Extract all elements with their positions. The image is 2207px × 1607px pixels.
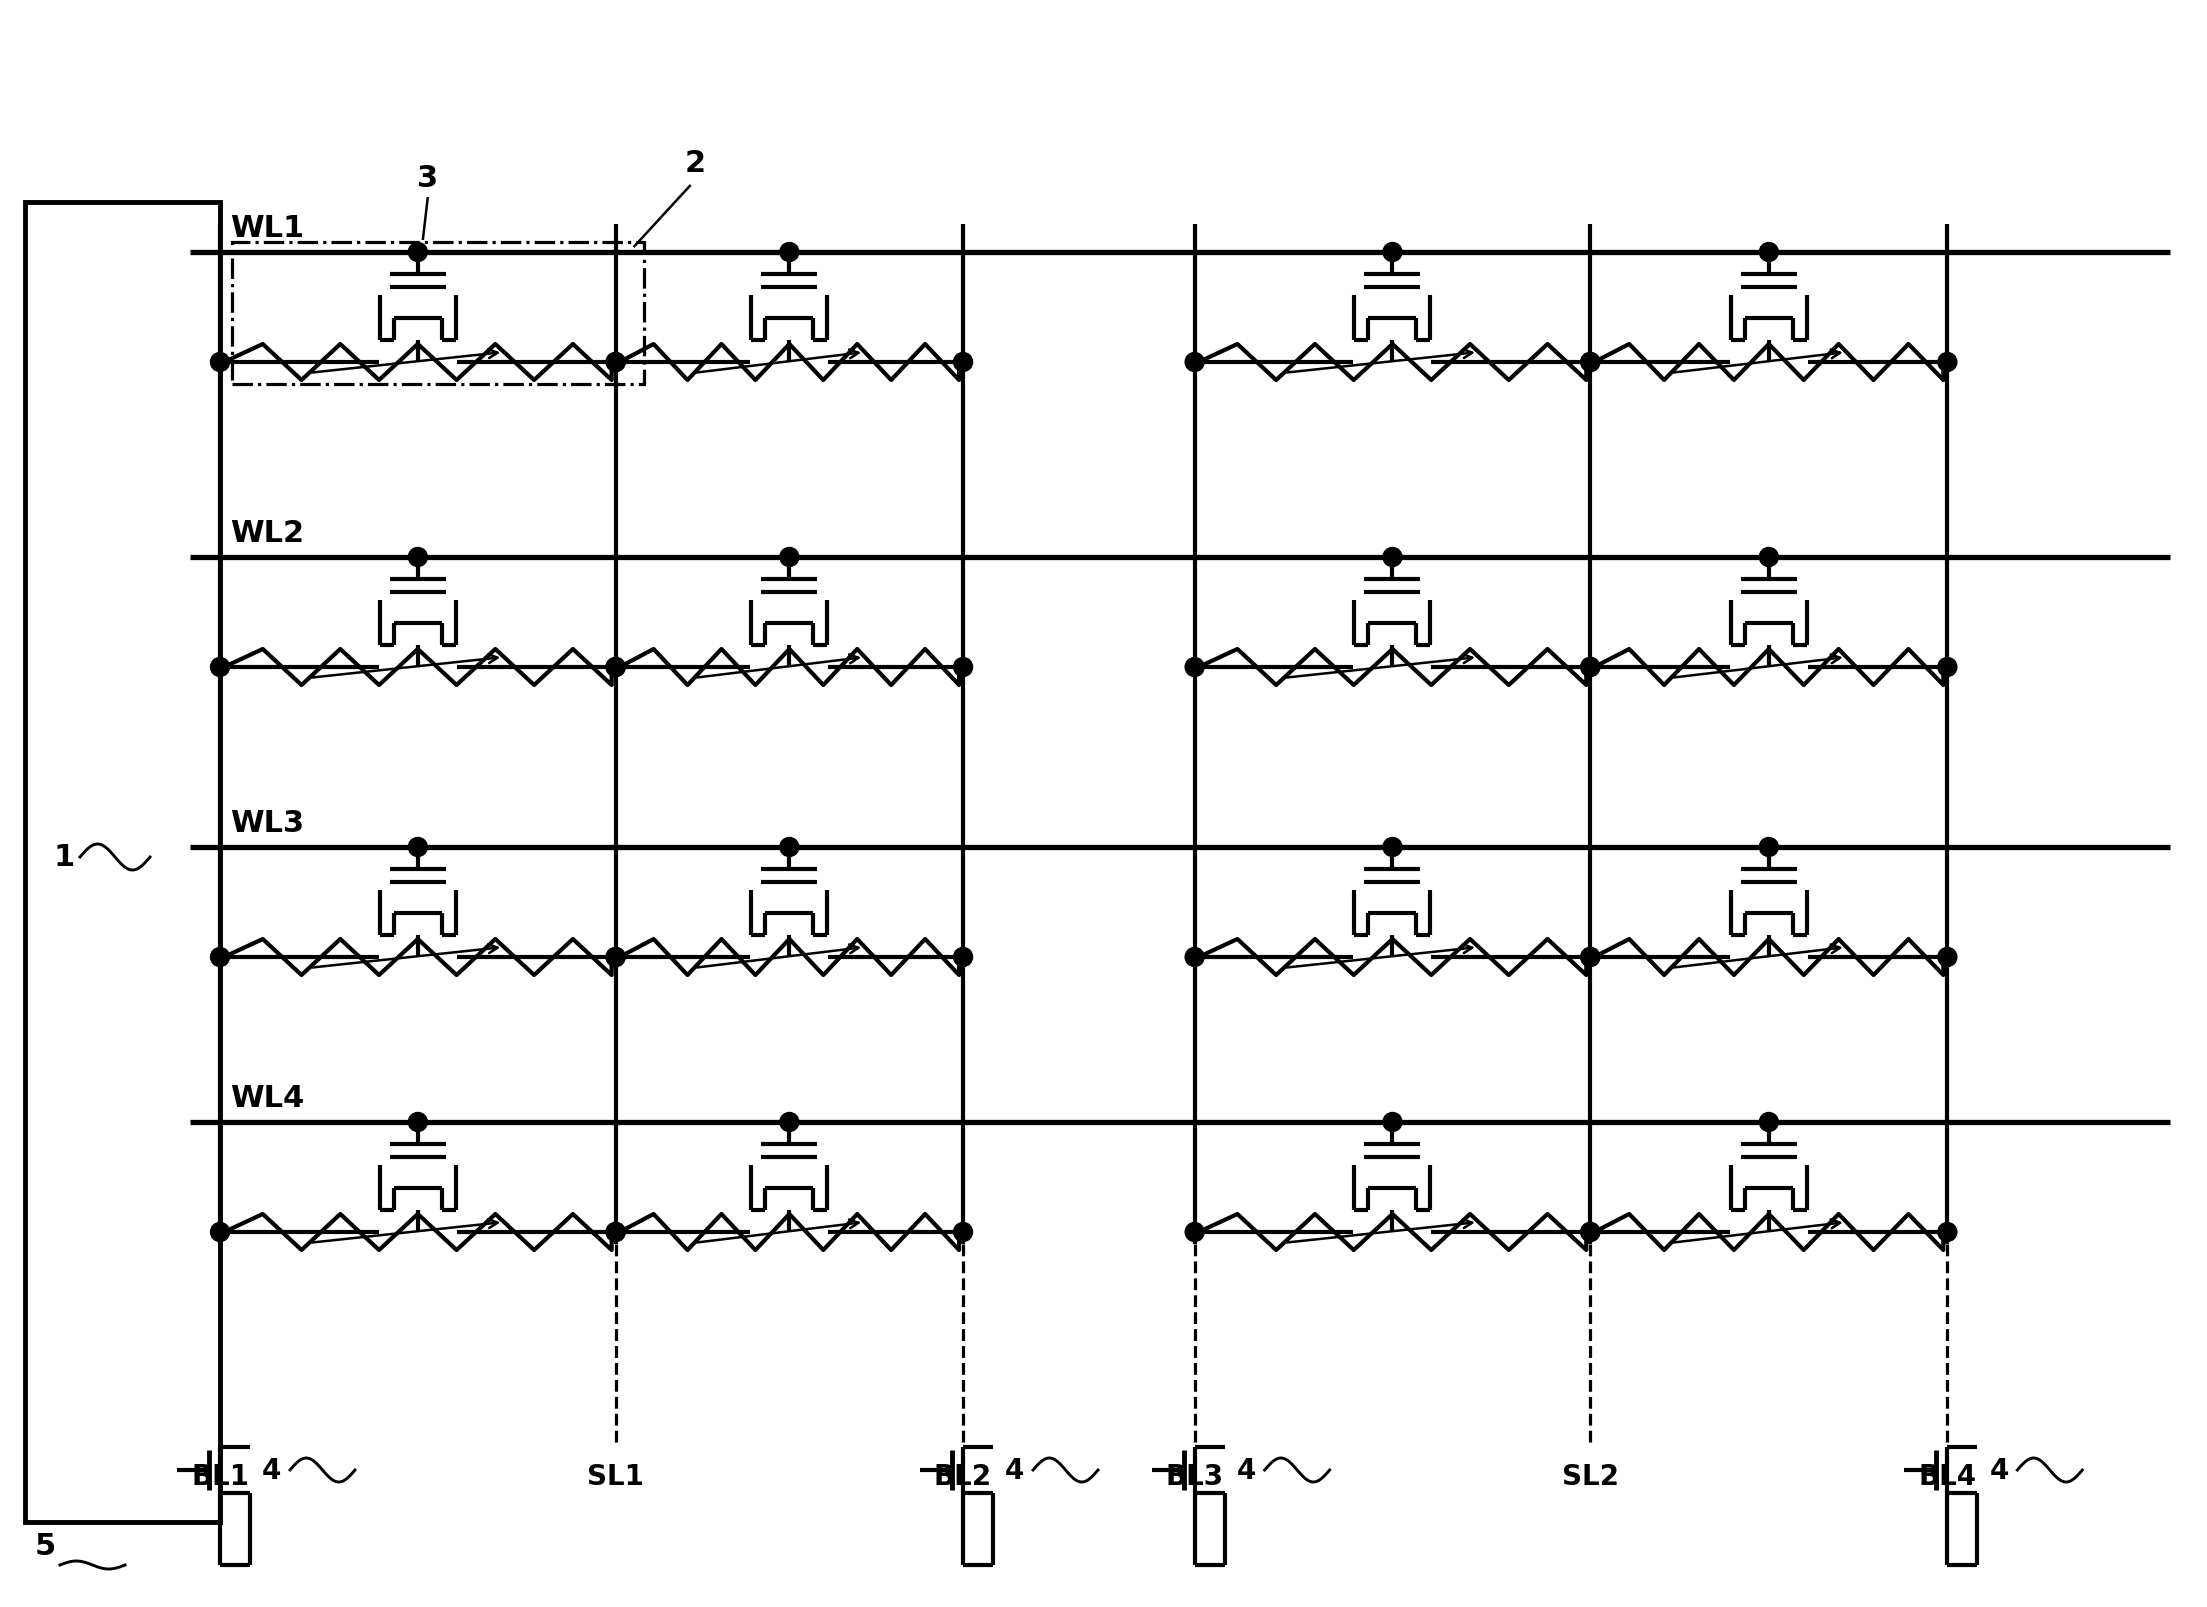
Circle shape [953,1223,973,1242]
Circle shape [408,1112,428,1131]
Circle shape [779,243,799,262]
Circle shape [1384,837,1401,857]
Text: 4: 4 [263,1456,280,1485]
Circle shape [779,548,799,567]
Circle shape [779,837,799,857]
Circle shape [1185,1223,1205,1242]
Text: BL1: BL1 [192,1462,249,1490]
Circle shape [1580,948,1600,967]
Circle shape [1384,1112,1401,1131]
Circle shape [210,354,230,373]
Text: 4: 4 [1004,1456,1024,1485]
FancyBboxPatch shape [24,202,221,1522]
Circle shape [1938,948,1958,967]
Circle shape [1580,354,1600,373]
Circle shape [210,1223,230,1242]
Circle shape [953,948,973,967]
Text: WL3: WL3 [230,808,305,837]
Text: 4: 4 [1989,1456,2008,1485]
Circle shape [607,659,625,677]
Circle shape [607,948,625,967]
Text: 5: 5 [35,1531,55,1560]
Text: 2: 2 [684,149,706,178]
Circle shape [1185,659,1205,677]
Circle shape [607,1223,625,1242]
Circle shape [210,659,230,677]
Text: BL4: BL4 [1918,1462,1977,1490]
Circle shape [408,548,428,567]
Circle shape [953,354,973,373]
Text: WL1: WL1 [230,214,305,243]
Circle shape [607,1223,625,1242]
Circle shape [1580,948,1600,967]
Circle shape [1384,548,1401,567]
Circle shape [607,948,625,967]
Circle shape [607,659,625,677]
Text: 4: 4 [1236,1456,1256,1485]
Text: 1: 1 [53,844,75,873]
Circle shape [1185,354,1205,373]
Circle shape [1759,548,1779,567]
Circle shape [1938,354,1958,373]
Circle shape [1580,659,1600,677]
Circle shape [1580,1223,1600,1242]
Text: WL2: WL2 [230,519,305,548]
Circle shape [1185,948,1205,967]
Text: SL1: SL1 [587,1462,644,1490]
Circle shape [1938,1223,1958,1242]
Circle shape [408,837,428,857]
Circle shape [1384,243,1401,262]
Circle shape [1580,354,1600,373]
Circle shape [1759,243,1779,262]
Circle shape [408,243,428,262]
Text: SL2: SL2 [1563,1462,1618,1490]
Circle shape [1759,837,1779,857]
Circle shape [1580,659,1600,677]
Circle shape [1938,659,1958,677]
Text: BL3: BL3 [1165,1462,1223,1490]
Circle shape [779,1112,799,1131]
Text: BL2: BL2 [934,1462,993,1490]
Circle shape [1759,1112,1779,1131]
Circle shape [1580,1223,1600,1242]
Text: WL4: WL4 [230,1083,305,1112]
Circle shape [607,354,625,373]
Text: 3: 3 [417,164,439,193]
Circle shape [210,948,230,967]
Circle shape [953,659,973,677]
Circle shape [607,354,625,373]
